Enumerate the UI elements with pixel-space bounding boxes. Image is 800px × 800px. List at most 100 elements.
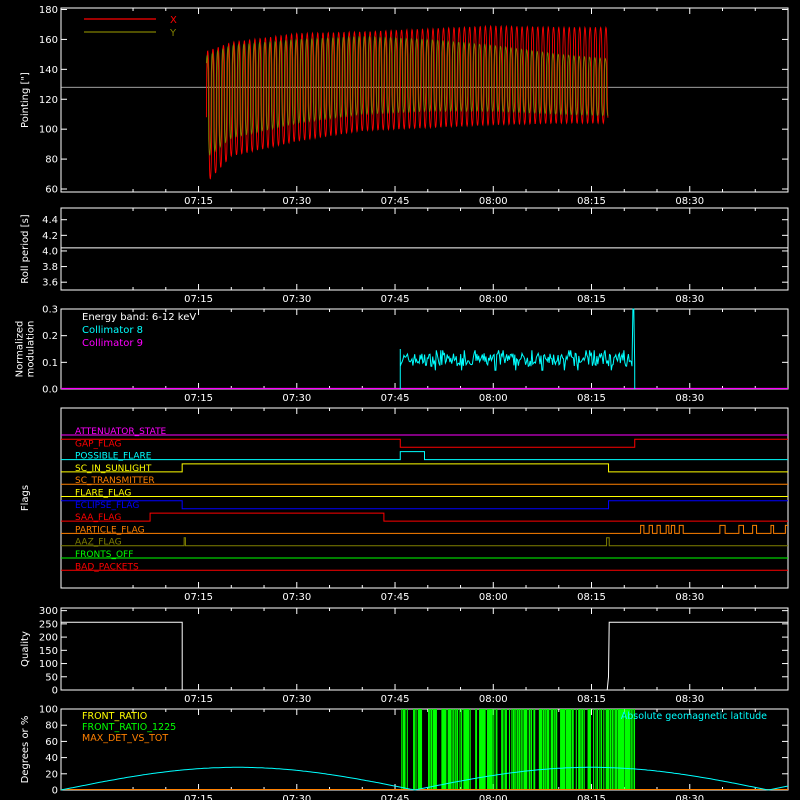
flags-label-saa_flag: SAA_FLAG	[75, 513, 121, 523]
quality-panel: 07:15 07:30 07:45 08:00 08:15 08:30 0 50 100 150 2…	[20, 606, 789, 705]
modulation-ytick-label: 0.0	[42, 385, 58, 396]
roll-xtick-label: 08:00	[479, 294, 508, 305]
pointing-ytick-label: 180	[39, 5, 58, 16]
modulation-xtick-label: 07:45	[381, 393, 410, 404]
flags-label-particle_flag: PARTICLE_FLAG	[75, 525, 145, 535]
pointing-ytick-label: 100	[39, 125, 58, 136]
geo-xtick-label: 08:15	[577, 794, 606, 800]
flags-label-bad_packets: BAD_PACKETS	[75, 562, 139, 572]
pointing-ytick-label: 120	[39, 95, 58, 106]
flags-label-possible_flare: POSSIBLE_FLARE	[75, 452, 152, 462]
roll-ytick-label: 4.4	[42, 215, 58, 226]
flags-line-particle_flag	[61, 524, 788, 534]
quality-ytick-label: 200	[39, 633, 58, 644]
geo-ytick-label: 40	[45, 753, 58, 764]
modulation-legend-collimator-8: Collimator 8	[82, 325, 143, 336]
flags-panel: 07:15 07:30 07:45 08:00 08:15 08:30 Flags ATTEN…	[20, 407, 789, 603]
quality-xtick-label: 07:45	[381, 694, 410, 705]
modulation-xtick-label: 08:30	[675, 393, 704, 404]
geo-ytick-label: 20	[45, 769, 58, 780]
flags-xtick-label: 08:15	[577, 592, 606, 603]
flags-xtick-label: 08:00	[479, 592, 508, 603]
pointing-xtick-label: 08:15	[577, 196, 606, 207]
roll-ytick-label: 4.2	[42, 231, 58, 242]
modulation-ylabel: Normalized	[15, 321, 26, 378]
roll-ytick-label: 4.0	[42, 246, 58, 257]
geo-latitude	[60, 766, 789, 791]
flags-ylabel: Flags	[20, 485, 31, 511]
geo-xtick-label: 08:30	[675, 794, 704, 800]
roll-ytick-label: 3.6	[42, 278, 58, 289]
quality-ytick-label: 0	[52, 686, 58, 697]
modulation-annotation: Energy band: 6-12 keV	[82, 312, 196, 323]
geo-xtick-label: 07:15	[184, 794, 213, 800]
quality-ylabel: Quality	[20, 631, 31, 667]
quality-ytick-label: 100	[39, 659, 58, 670]
pointing-xtick-label: 08:30	[675, 196, 704, 207]
quality-ytick-label: 250	[39, 619, 58, 630]
roll-panel: 07:15 07:30 07:45 08:00 08:15 08:30 3.6 3.8 4.0 4…	[20, 207, 789, 305]
flags-line-gap_flag	[61, 438, 788, 448]
geo-front-ratio-1225	[401, 709, 636, 790]
quality-xtick-label: 08:15	[577, 694, 606, 705]
geo-ylabel: Degrees or %	[20, 716, 31, 784]
geo-ytick-label: 100	[39, 705, 58, 716]
geo-legend-front_ratio: FRONT_RATIO	[82, 711, 147, 722]
roll-xtick-label: 08:30	[675, 294, 704, 305]
geo-ytick-label: 0	[52, 786, 58, 797]
modulation-ytick-label: 0.1	[42, 358, 58, 369]
flags-label-eclipse_flag: ECLIPSE_FLAG	[75, 501, 139, 511]
pointing-xtick-label: 07:30	[282, 196, 311, 207]
modulation-xtick-label: 08:00	[479, 393, 508, 404]
flags-xtick-label: 07:15	[184, 592, 213, 603]
pointing-legend-label: Y	[169, 28, 177, 39]
pointing-series-y	[205, 35, 609, 156]
flags-label-sc_transmitter: SC_TRANSMITTER	[75, 476, 155, 486]
modulation-xtick-label: 07:15	[184, 393, 213, 404]
pointing-series-x	[205, 24, 609, 180]
modulation-xtick-label: 08:15	[577, 393, 606, 404]
modulation-ylabel: modulation	[26, 321, 37, 378]
pointing-xtick-label: 08:00	[479, 196, 508, 207]
roll-frame	[60, 207, 789, 291]
flags-xtick-label: 07:30	[282, 592, 311, 603]
pointing-ytick-label: 140	[39, 65, 58, 76]
quality-xtick-label: 07:15	[184, 694, 213, 705]
geo-ytick-label: 80	[45, 721, 58, 732]
flags-label-sc_in_sunlight: SC_IN_SUNLIGHT	[75, 464, 152, 474]
geo-label-latitude: Absolute geomagnetic latitude	[621, 711, 767, 722]
quality-frame	[60, 607, 789, 691]
modulation-ytick-label: 0.2	[42, 331, 58, 342]
roll-xtick-label: 07:45	[381, 294, 410, 305]
modulation-panel: 07:15 07:30 07:45 08:00 08:15 08:30 0.0 0.1 0.2 0…	[15, 305, 789, 404]
flags-label-attenuator_state: ATTENUATOR_STATE	[75, 427, 167, 437]
pointing-xtick-label: 07:45	[381, 196, 410, 207]
flags-label-aaz_flag: AAZ_FLAG	[75, 538, 122, 548]
modulation-xtick-label: 07:30	[282, 393, 311, 404]
flags-line-saa_flag	[61, 512, 788, 522]
flags-label-gap_flag: GAP_FLAG	[75, 439, 121, 449]
geo-panel: 07:15 07:30 07:45 08:00 08:15 08:30 0 20 40 60 80 1…	[20, 705, 789, 800]
flags-line-eclipse_flag	[61, 500, 788, 510]
quality-ytick-label: 300	[39, 606, 58, 617]
geo-legend-front_ratio_1225: FRONT_RATIO_1225	[82, 722, 176, 733]
modulation-ytick-label: 0.3	[42, 305, 58, 316]
flags-line-aaz_flag	[61, 537, 788, 547]
modulation-collimator-8	[399, 308, 636, 390]
roll-xtick-label: 08:15	[577, 294, 606, 305]
pointing-panel: 07:15 07:30 07:45 08:00 08:15 08:30 60 80 100 120…	[20, 5, 789, 207]
roll-xtick-label: 07:15	[184, 294, 213, 305]
geo-ytick-label: 60	[45, 737, 58, 748]
modulation-legend-collimator-9: Collimator 9	[82, 338, 143, 349]
geo-xtick-label: 07:30	[282, 794, 311, 800]
pointing-frame	[60, 7, 789, 193]
flags-frame	[60, 407, 789, 589]
quality-xtick-label: 07:30	[282, 694, 311, 705]
flags-xtick-label: 07:45	[381, 592, 410, 603]
pointing-ytick-label: 60	[45, 185, 58, 196]
geo-legend-max_det_vs_tot: MAX_DET_VS_TOT	[82, 733, 168, 744]
flags-label-fronts_off: FRONTS_OFF	[75, 550, 133, 560]
flags-xtick-label: 08:30	[675, 592, 704, 603]
quality-xtick-label: 08:00	[479, 694, 508, 705]
pointing-ylabel: Pointing ["]	[20, 72, 31, 128]
